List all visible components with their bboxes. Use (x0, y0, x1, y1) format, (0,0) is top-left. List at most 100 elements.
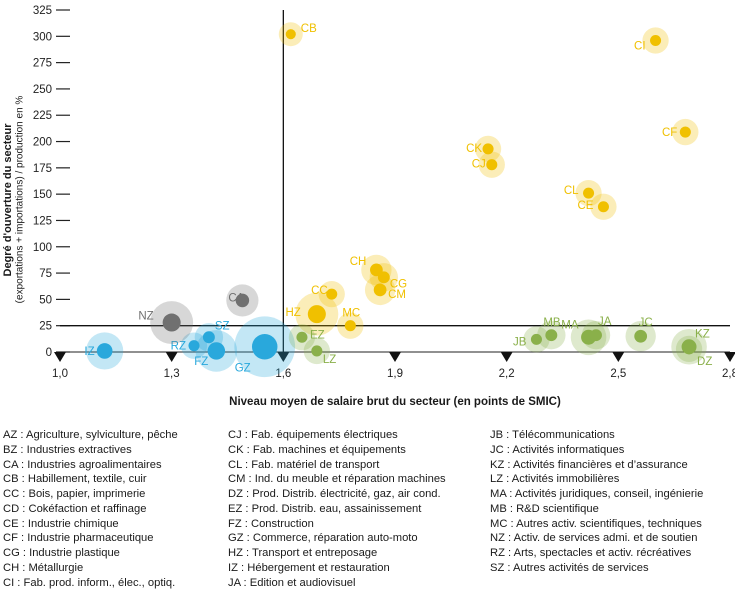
bubble-sz (202, 331, 215, 344)
y-tick-label: 150 (33, 189, 52, 201)
legend-item: CI : Fab. prod. inform., élec., optiq. (3, 576, 176, 589)
legend-item: LZ : Activités immobilières (490, 473, 620, 486)
x-tick-label: 2,5 (610, 368, 626, 380)
bubble-mc (344, 320, 356, 332)
point-label-iz: IZ (84, 346, 94, 358)
legend-item: MA : Activités juridiques, conseil, ingé… (490, 488, 704, 500)
point-label-ez: EZ (310, 329, 325, 341)
legend-item: RZ : Arts, spectacles et activ. récréati… (490, 547, 692, 559)
bubble-cb (285, 29, 296, 40)
point-label-ch: CH (350, 256, 367, 268)
y-tick-label: 250 (33, 84, 52, 96)
point-label-ck: CK (466, 143, 482, 155)
point-label-jc: JC (639, 317, 653, 329)
point-label-nz: NZ (138, 311, 153, 323)
point-label-kz: KZ (695, 329, 710, 341)
x-tick-label: 1,9 (387, 368, 403, 380)
bubble-mb (545, 329, 558, 342)
legend-item: DZ : Prod. Distrib. électricité, gaz, ai… (228, 488, 441, 500)
bubble-cg (377, 271, 390, 284)
legend-item: CL : Fab. matériel de transport (228, 458, 380, 471)
chart-axes: 0 25 50 75 100 125 150 175 200 225 250 275 300 325 1,0… (33, 5, 735, 380)
point-label-cf: CF (662, 127, 677, 139)
legend-column-2: CJ : Fab. équipements électriques CK : Fa… (228, 428, 490, 590)
point-label-cc: CC (311, 285, 328, 297)
y-tick-label: 100 (33, 242, 52, 254)
legend-item: BZ : Industries extractives (3, 443, 132, 456)
legend-item: JC : Activités informatiques (490, 443, 625, 456)
y-tick-label: 0 (46, 347, 52, 359)
legend-item: KZ : Activités financières et d’assuranc… (490, 458, 688, 471)
point-label-jb: JB (513, 336, 527, 348)
x-tick-label: 1,3 (164, 368, 180, 380)
legend-item: JB : Télécommunications (490, 429, 615, 441)
legend-item: CJ : Fab. équipements électriques (228, 429, 398, 441)
y-tick-label: 25 (39, 321, 52, 333)
x-tick (277, 352, 290, 362)
point-label-ja: JA (598, 316, 612, 328)
point-label-ci: CI (634, 41, 646, 53)
x-tick (165, 352, 178, 362)
point-label-cm: CM (388, 289, 406, 301)
bubble-ck (482, 143, 494, 155)
x-tick-label: 1,0 (52, 368, 68, 380)
y-axis-subtitle: (exportations + importations) / producti… (14, 95, 26, 304)
x-tick-label: 2,2 (499, 368, 515, 380)
y-axis-title: Degré d'ouverture du secteur (2, 123, 14, 277)
bubble-fz (207, 342, 226, 360)
y-tick-label: 175 (33, 163, 52, 175)
point-label-hz: HZ (285, 307, 300, 319)
point-label-cg: CG (390, 278, 407, 290)
bubble-cj (486, 159, 498, 171)
legend-column-1: AZ : Agriculture, sylviculture, pêche BZ … (3, 428, 228, 590)
legend-item: AZ : Agriculture, sylviculture, pêche (3, 429, 178, 441)
point-label-mc: MC (342, 308, 360, 320)
bubble-nz (162, 313, 181, 332)
point-label-ce: CE (577, 200, 593, 212)
bubble-hz (307, 305, 326, 324)
y-tick-label: 275 (33, 58, 52, 70)
legend-item: NZ : Activ. de services admi. et de sout… (490, 532, 698, 545)
x-tick (612, 352, 625, 362)
point-label-fz: FZ (194, 356, 208, 368)
legend-item: CA : Industries agroalimentaires (3, 458, 162, 471)
legend-item: CH : Métallurgie (3, 561, 84, 574)
x-tick-label: 2,8 (722, 368, 735, 380)
legend-item: CB : Habillement, textile, cuir (3, 473, 147, 486)
point-label-sz: SZ (215, 320, 230, 332)
point-label-cl: CL (564, 185, 579, 197)
legend-item: HZ : Transport et entreposage (228, 547, 378, 559)
legend-item: EZ : Prod. Distrib. eau, assainissement (228, 502, 422, 515)
bubble-cc (326, 288, 338, 300)
y-tick-label: 75 (39, 268, 52, 280)
point-label-cb: CB (301, 23, 317, 35)
point-label-ca: CA (228, 292, 244, 304)
bubble-ja (590, 329, 602, 342)
point-label-dz: DZ (697, 356, 712, 368)
y-tick-label: 200 (33, 137, 52, 149)
x-tick (724, 352, 735, 362)
legend-item: GZ : Commerce, réparation auto-moto (228, 532, 418, 545)
point-label-cj: CJ (472, 159, 486, 171)
y-tick-label: 225 (33, 110, 52, 122)
x-tick (54, 352, 66, 362)
legend-item: JA : Edition et audiovisuel (228, 576, 356, 589)
legend-item: CD : Cokéfaction et raffinage (3, 502, 147, 515)
legend-item: CF : Industrie pharmaceutique (3, 532, 154, 545)
x-tick-label: 1,6 (275, 368, 291, 380)
legend-item: CM : Ind. du meuble et réparation machin… (228, 473, 446, 486)
bubble-rz (188, 340, 200, 352)
bubble-iz (96, 343, 113, 359)
bubble-cm (373, 283, 387, 297)
bubble-dz (683, 343, 695, 355)
bubble-gz (251, 333, 278, 360)
bubble-lz (311, 345, 323, 357)
x-axis-title: Niveau moyen de salaire brut du secteur … (229, 396, 561, 408)
legend-item: CG : Industrie plastique (3, 547, 120, 559)
bubble-ez (296, 331, 308, 343)
x-tick (500, 352, 513, 362)
bubble-jc (634, 329, 648, 343)
point-label-mb: MB (543, 317, 561, 329)
point-label-rz: RZ (171, 341, 186, 353)
